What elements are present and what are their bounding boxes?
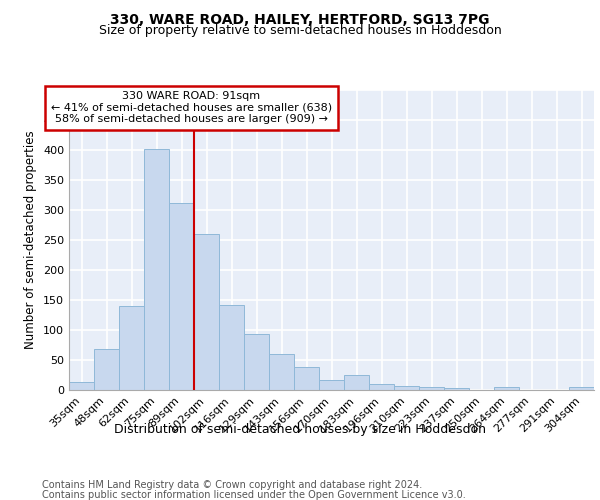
Bar <box>319 380 344 390</box>
Bar <box>394 386 419 390</box>
Bar <box>144 149 169 390</box>
Bar <box>444 388 469 390</box>
Bar <box>219 305 244 390</box>
Bar <box>344 375 369 390</box>
Bar <box>294 367 319 390</box>
Text: Contains HM Land Registry data © Crown copyright and database right 2024.: Contains HM Land Registry data © Crown c… <box>42 480 422 490</box>
Bar <box>269 354 294 390</box>
Bar <box>194 234 219 390</box>
Text: Contains public sector information licensed under the Open Government Licence v3: Contains public sector information licen… <box>42 490 466 500</box>
Bar <box>244 334 269 390</box>
Text: Distribution of semi-detached houses by size in Hoddesdon: Distribution of semi-detached houses by … <box>114 422 486 436</box>
Text: 330, WARE ROAD, HAILEY, HERTFORD, SG13 7PG: 330, WARE ROAD, HAILEY, HERTFORD, SG13 7… <box>110 12 490 26</box>
Bar <box>494 387 519 390</box>
Text: Size of property relative to semi-detached houses in Hoddesdon: Size of property relative to semi-detach… <box>98 24 502 37</box>
Bar <box>369 384 394 390</box>
Bar <box>119 306 144 390</box>
Bar <box>169 204 194 390</box>
Text: 330 WARE ROAD: 91sqm
← 41% of semi-detached houses are smaller (638)
58% of semi: 330 WARE ROAD: 91sqm ← 41% of semi-detac… <box>51 91 332 124</box>
Bar <box>419 387 444 390</box>
Bar <box>569 387 594 390</box>
Bar <box>94 349 119 390</box>
Y-axis label: Number of semi-detached properties: Number of semi-detached properties <box>25 130 37 350</box>
Bar <box>69 382 94 390</box>
